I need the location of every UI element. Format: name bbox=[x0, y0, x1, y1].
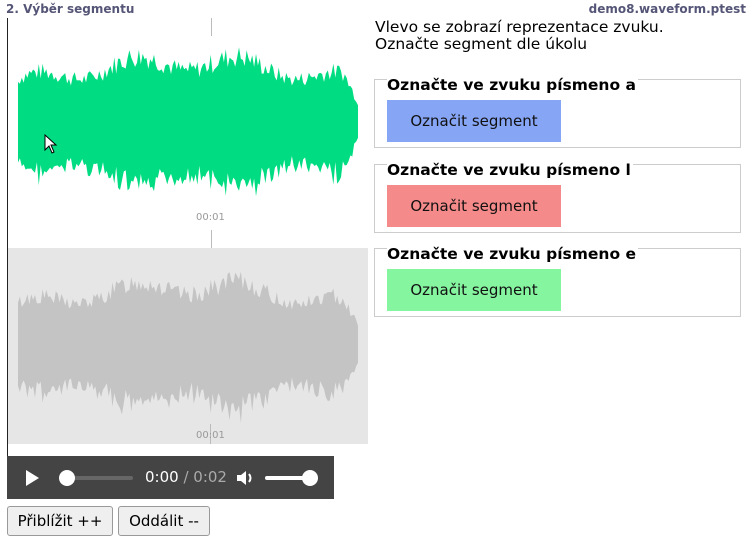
task-panel-l: Označte ve zvuku písmeno l Označit segme… bbox=[374, 161, 741, 233]
task-panel-a: Označte ve zvuku písmeno a Označit segme… bbox=[374, 76, 741, 148]
waveform-overview-shape bbox=[18, 271, 358, 424]
seek-handle[interactable] bbox=[59, 470, 75, 486]
duration: 0:02 bbox=[193, 468, 227, 486]
waveform-tick bbox=[211, 230, 212, 248]
mouse-pointer-icon bbox=[44, 133, 58, 158]
section-title: 2. Výběr segmentu bbox=[6, 2, 135, 16]
mark-segment-button-e[interactable]: Označit segment bbox=[387, 269, 561, 311]
mark-segment-button-l[interactable]: Označit segment bbox=[387, 185, 561, 227]
app-name: demo8.waveform.ptest bbox=[588, 2, 746, 16]
waveform-zoomed[interactable] bbox=[8, 18, 368, 248]
volume-icon[interactable] bbox=[235, 468, 257, 492]
task-title: Označte ve zvuku písmeno a bbox=[387, 76, 638, 94]
playhead-line bbox=[7, 18, 8, 456]
instructions-line-1: Vlevo se zobrazí reprezentace zvuku. bbox=[375, 18, 664, 36]
task-title: Označte ve zvuku písmeno e bbox=[387, 245, 638, 263]
waveform-tick bbox=[210, 424, 211, 444]
seek-bar[interactable] bbox=[63, 476, 133, 480]
play-icon[interactable] bbox=[26, 469, 39, 486]
waveform-overview[interactable] bbox=[8, 248, 368, 444]
task-panel-e: Označte ve zvuku písmeno e Označit segme… bbox=[374, 245, 741, 317]
zoom-out-button[interactable]: Oddálit -- bbox=[118, 506, 210, 536]
current-time: 0:00 bbox=[145, 468, 179, 486]
waveform-zoomed-time-label: 00:01 bbox=[196, 212, 225, 223]
waveform-overview-time-label: 00:01 bbox=[196, 430, 225, 441]
waveform-tick bbox=[211, 18, 212, 36]
zoom-in-button[interactable]: Přiblížit ++ bbox=[7, 506, 113, 536]
instructions: Vlevo se zobrazí reprezentace zvuku. Ozn… bbox=[375, 19, 664, 53]
volume-slider[interactable] bbox=[265, 476, 313, 480]
time-separator: / bbox=[178, 468, 194, 486]
task-title: Označte ve zvuku písmeno l bbox=[387, 161, 633, 179]
instructions-line-2: Označte segment dle úkolu bbox=[375, 35, 588, 53]
mark-segment-button-a[interactable]: Označit segment bbox=[387, 100, 561, 142]
playback-time: 0:00 / 0:02 bbox=[145, 468, 227, 486]
waveform-zoomed-shape bbox=[18, 47, 358, 197]
volume-handle[interactable] bbox=[302, 470, 318, 486]
audio-player: 0:00 / 0:02 bbox=[7, 456, 334, 499]
